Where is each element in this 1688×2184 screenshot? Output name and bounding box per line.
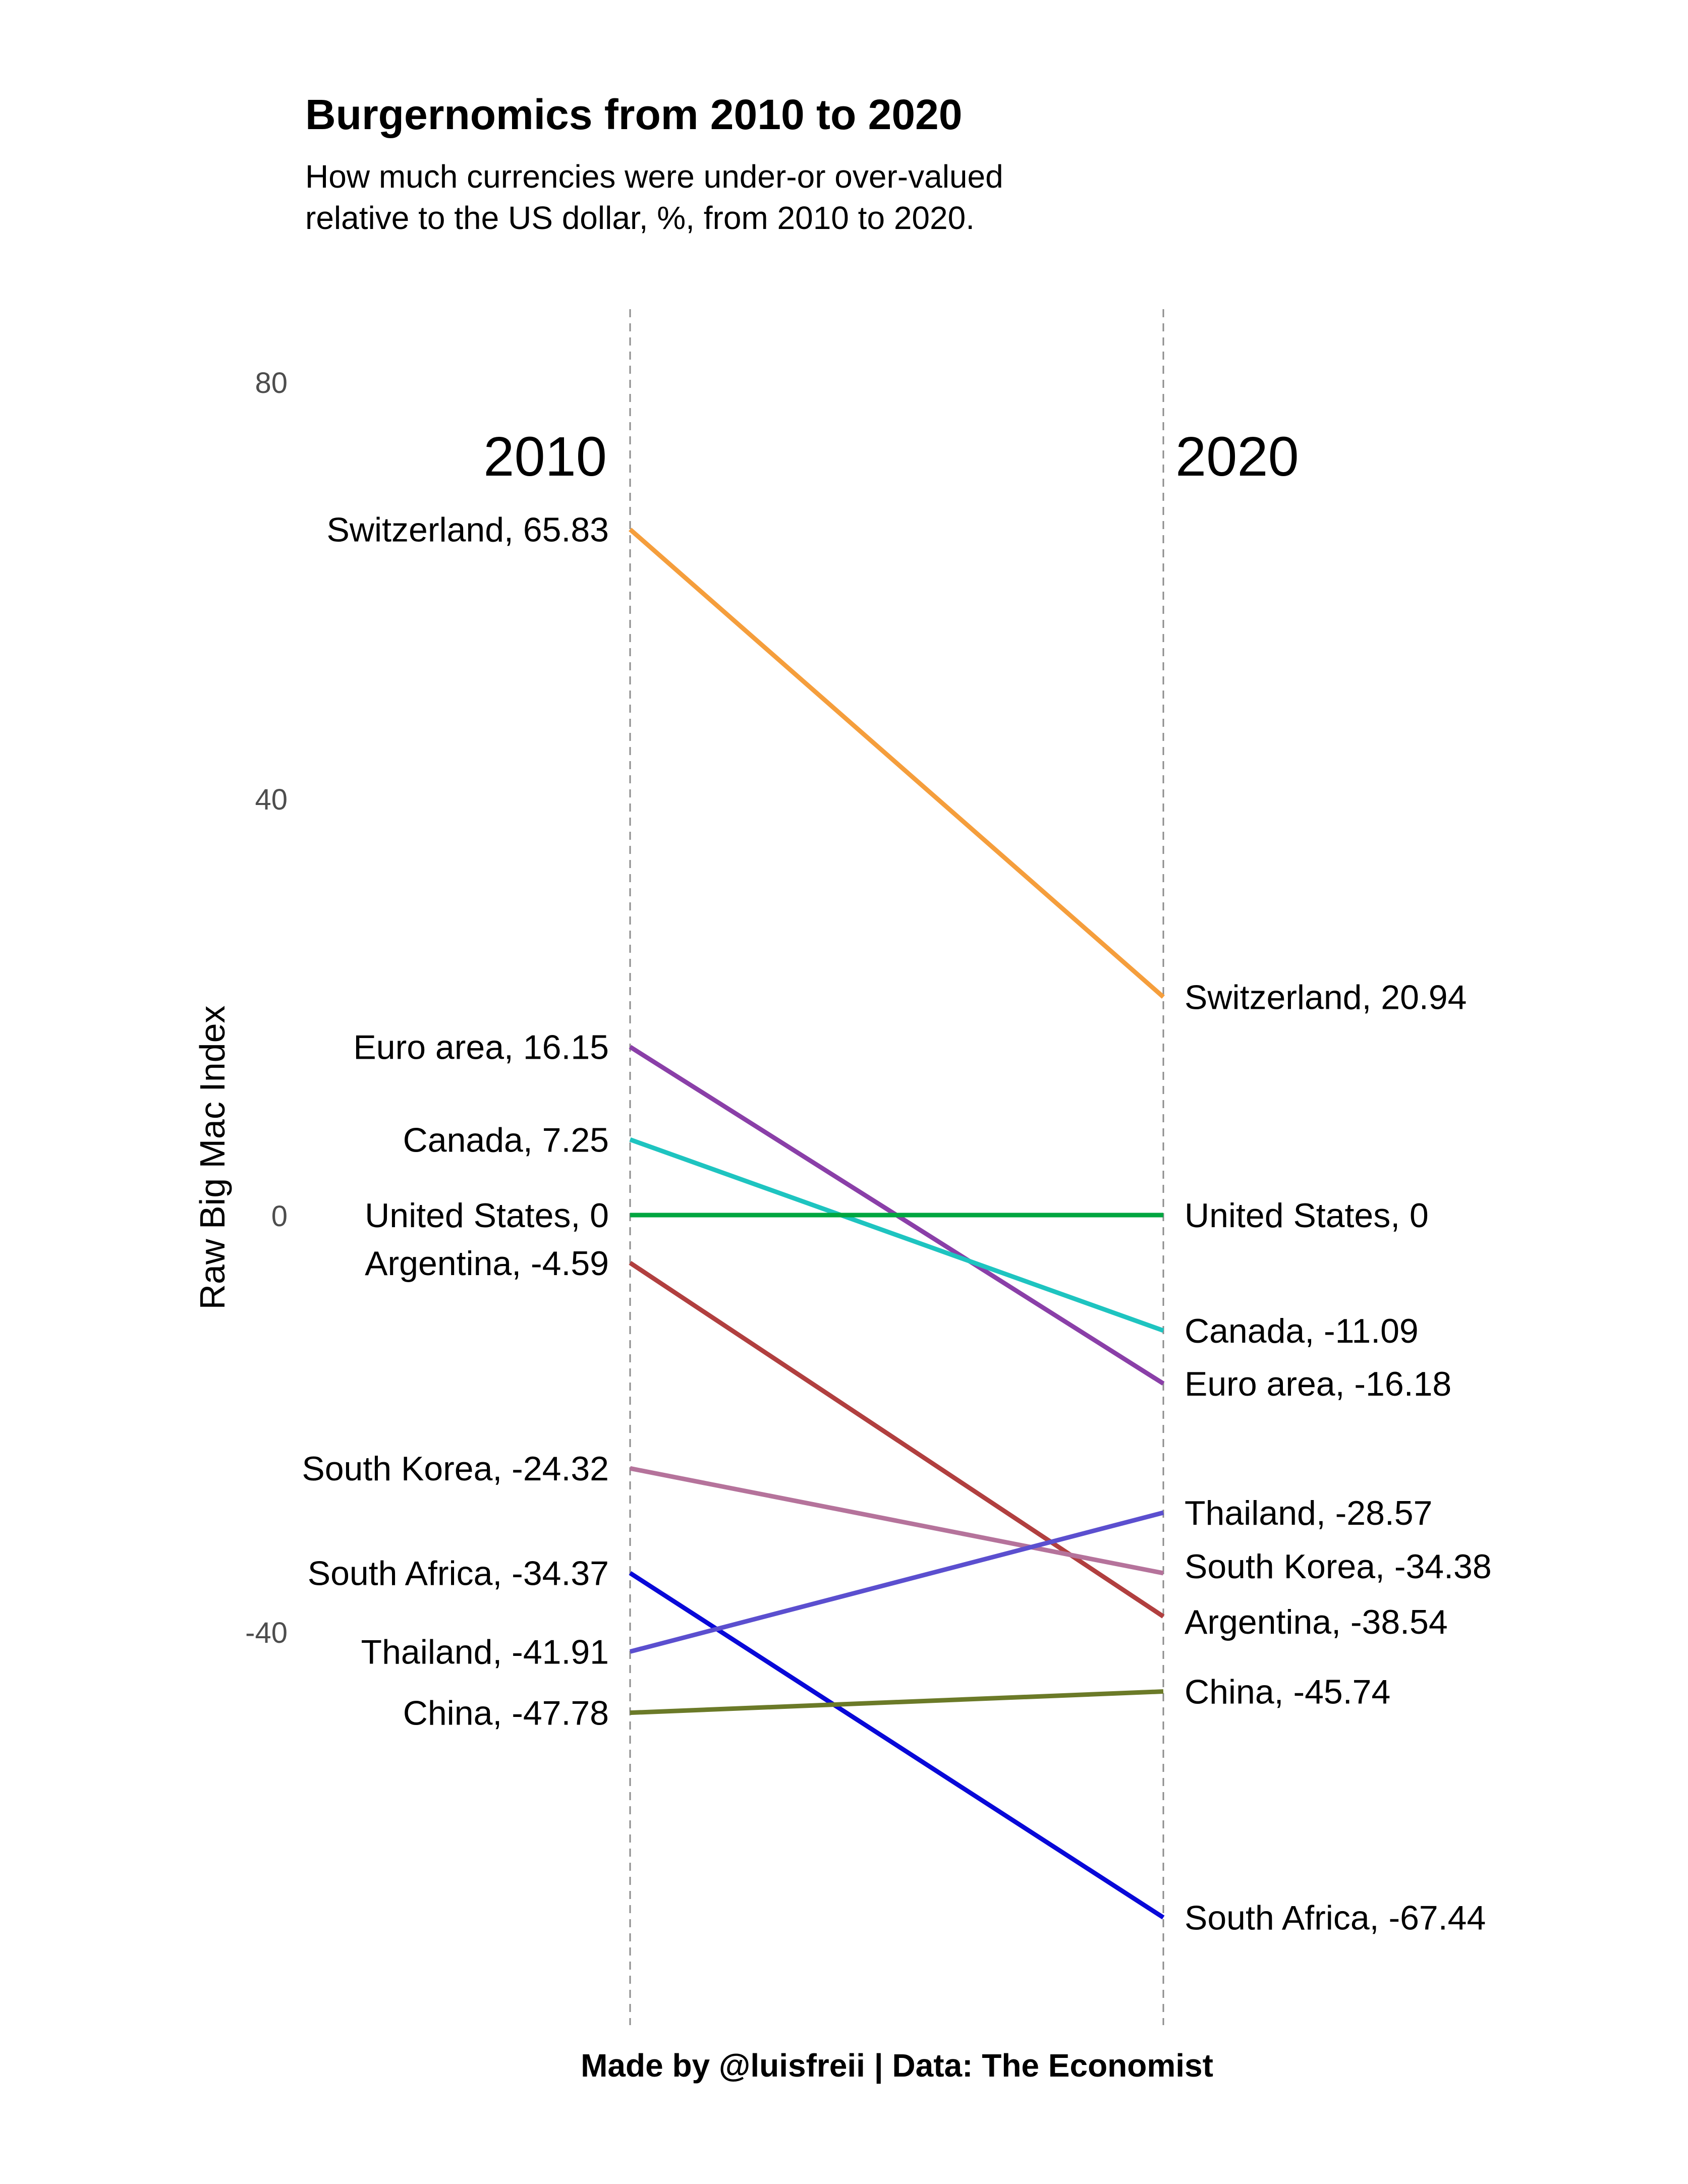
point-label-south-africa-2020: South Africa, -67.44	[1185, 1899, 1486, 1937]
point-label-south-africa-2010: South Africa, -34.37	[308, 1555, 609, 1593]
y-tick-label: -40	[245, 1617, 288, 1649]
point-label-china-2010: China, -47.78	[403, 1694, 609, 1733]
point-label-united-states-2020: United States, 0	[1185, 1196, 1429, 1235]
y-axis-title: Raw Big Mac Index	[193, 1005, 232, 1309]
point-label-euro-area-2020: Euro area, -16.18	[1185, 1365, 1451, 1403]
series-lines	[629, 528, 1165, 1920]
series-line-china	[630, 1689, 1164, 1715]
point-labels: Switzerland, 65.83 Switzerland, 20.94 Euro…	[302, 511, 1491, 1937]
y-axis: 80 40 0 -40 Raw Big Mac Index	[193, 367, 288, 1649]
point-label-china-2020: China, -45.74	[1185, 1673, 1390, 1711]
series-line-switzerland	[629, 528, 1165, 999]
year-label-2020: 2020	[1175, 426, 1299, 488]
point-label-thailand-2020: Thailand, -28.57	[1185, 1494, 1432, 1532]
point-label-canada-2010: Canada, 7.25	[403, 1121, 609, 1159]
point-label-canada-2020: Canada, -11.09	[1185, 1312, 1419, 1350]
series-line-argentina	[629, 1261, 1165, 1619]
y-tick-label: 80	[255, 367, 288, 399]
year-label-2010: 2010	[483, 426, 607, 488]
point-label-argentina-2010: Argentina, -4.59	[365, 1244, 609, 1283]
y-tick-label: 40	[255, 783, 288, 816]
series-line-south-africa	[629, 1571, 1165, 1920]
point-label-south-korea-2010: South Korea, -24.32	[302, 1450, 609, 1488]
series-line-thailand	[629, 1510, 1164, 1654]
y-tick-label: 0	[271, 1200, 288, 1233]
point-label-switzerland-2010: Switzerland, 65.83	[327, 511, 609, 549]
point-label-thailand-2010: Thailand, -41.91	[361, 1633, 609, 1671]
point-label-euro-area-2010: Euro area, 16.15	[353, 1028, 609, 1067]
point-label-argentina-2020: Argentina, -38.54	[1185, 1603, 1448, 1641]
chart-header: Burgernomics from 2010 to 2020 How much c…	[305, 91, 1299, 2084]
chart-subtitle-line: relative to the US dollar, %, from 2010 …	[305, 200, 975, 236]
chart-title: Burgernomics from 2010 to 2020	[305, 91, 963, 138]
chart-caption: Made by @luisfreii | Data: The Economist	[581, 2047, 1213, 2084]
year-gridlines	[629, 309, 1164, 2025]
chart-subtitle-line: How much currencies were under-or over-v…	[305, 158, 1003, 195]
series-line-south-korea	[630, 1466, 1164, 1576]
point-label-south-korea-2020: South Korea, -34.38	[1185, 1547, 1492, 1586]
series-line-canada	[629, 1137, 1164, 1333]
point-label-switzerland-2020: Switzerland, 20.94	[1185, 979, 1467, 1017]
point-label-united-states-2010: United States, 0	[365, 1196, 609, 1235]
